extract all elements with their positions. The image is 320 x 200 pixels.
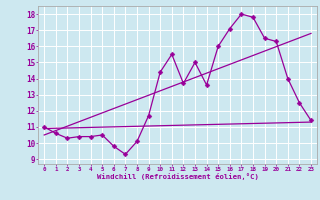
- X-axis label: Windchill (Refroidissement éolien,°C): Windchill (Refroidissement éolien,°C): [97, 173, 259, 180]
